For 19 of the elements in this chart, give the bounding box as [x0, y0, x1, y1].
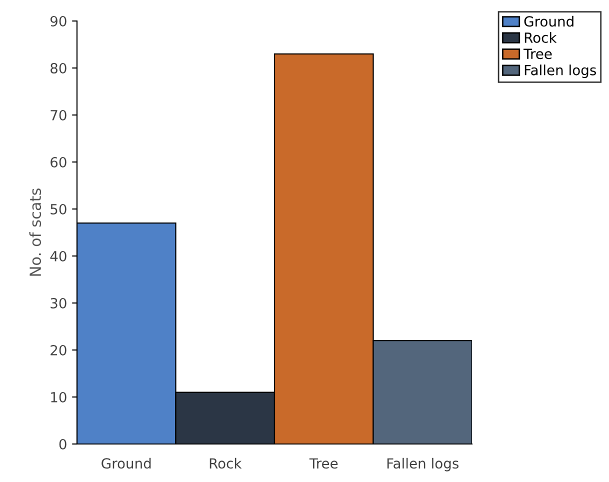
legend-label: Tree	[524, 48, 552, 60]
y-tick-label: 80	[50, 62, 66, 74]
y-axis-title: No. of scats	[29, 188, 42, 276]
x-tick-label: Fallen logs	[387, 458, 459, 472]
y-tick-label: 40	[50, 250, 66, 262]
legend-label: Rock	[524, 32, 557, 43]
x-tick-label: Tree	[309, 458, 338, 469]
y-tick-label: 60	[50, 156, 66, 168]
y-tick-label: 30	[50, 298, 66, 308]
y-tick-label: 90	[50, 16, 66, 26]
legend-label: Ground	[524, 16, 574, 27]
y-tick-label: 10	[51, 392, 66, 402]
y-tick-label: 20	[50, 344, 66, 356]
y-tick-label: 0	[59, 438, 66, 450]
x-tick-label: Ground	[102, 458, 151, 469]
x-tick-label: Rock	[210, 458, 242, 469]
y-tick-label: 70	[50, 110, 66, 120]
y-tick-label: 50	[50, 204, 66, 214]
legend-label: Fallen logs	[524, 64, 596, 78]
